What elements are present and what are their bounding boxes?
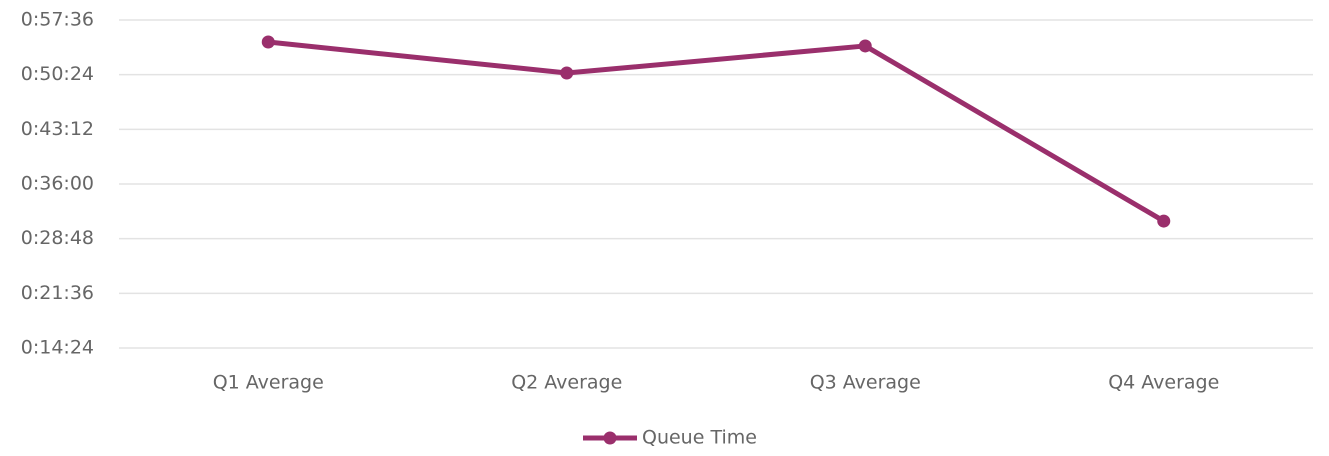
legend-label: Queue Time: [642, 427, 757, 449]
y-tick-label: 0:14:24: [21, 337, 94, 359]
point: [858, 39, 872, 53]
y-tick-label: 0:43:12: [21, 118, 94, 140]
legend-marker: [603, 431, 617, 445]
point: [1157, 214, 1171, 228]
y-tick-label: 0:21:36: [21, 282, 94, 304]
point: [261, 35, 275, 49]
x-tick-label: Q1 Average: [213, 372, 324, 394]
y-tick-label: 0:57:36: [21, 9, 94, 31]
y-tick-label: 0:28:48: [21, 227, 94, 249]
y-tick-label: 0:36:00: [21, 173, 94, 195]
series-line: [267, 39, 1166, 224]
y-tick-label: 0:50:24: [21, 63, 94, 85]
point: [560, 66, 574, 80]
x-tick-label: Q3 Average: [810, 372, 921, 394]
x-tick-label: Q2 Average: [511, 372, 622, 394]
x-tick-label: Q4 Average: [1108, 372, 1219, 394]
